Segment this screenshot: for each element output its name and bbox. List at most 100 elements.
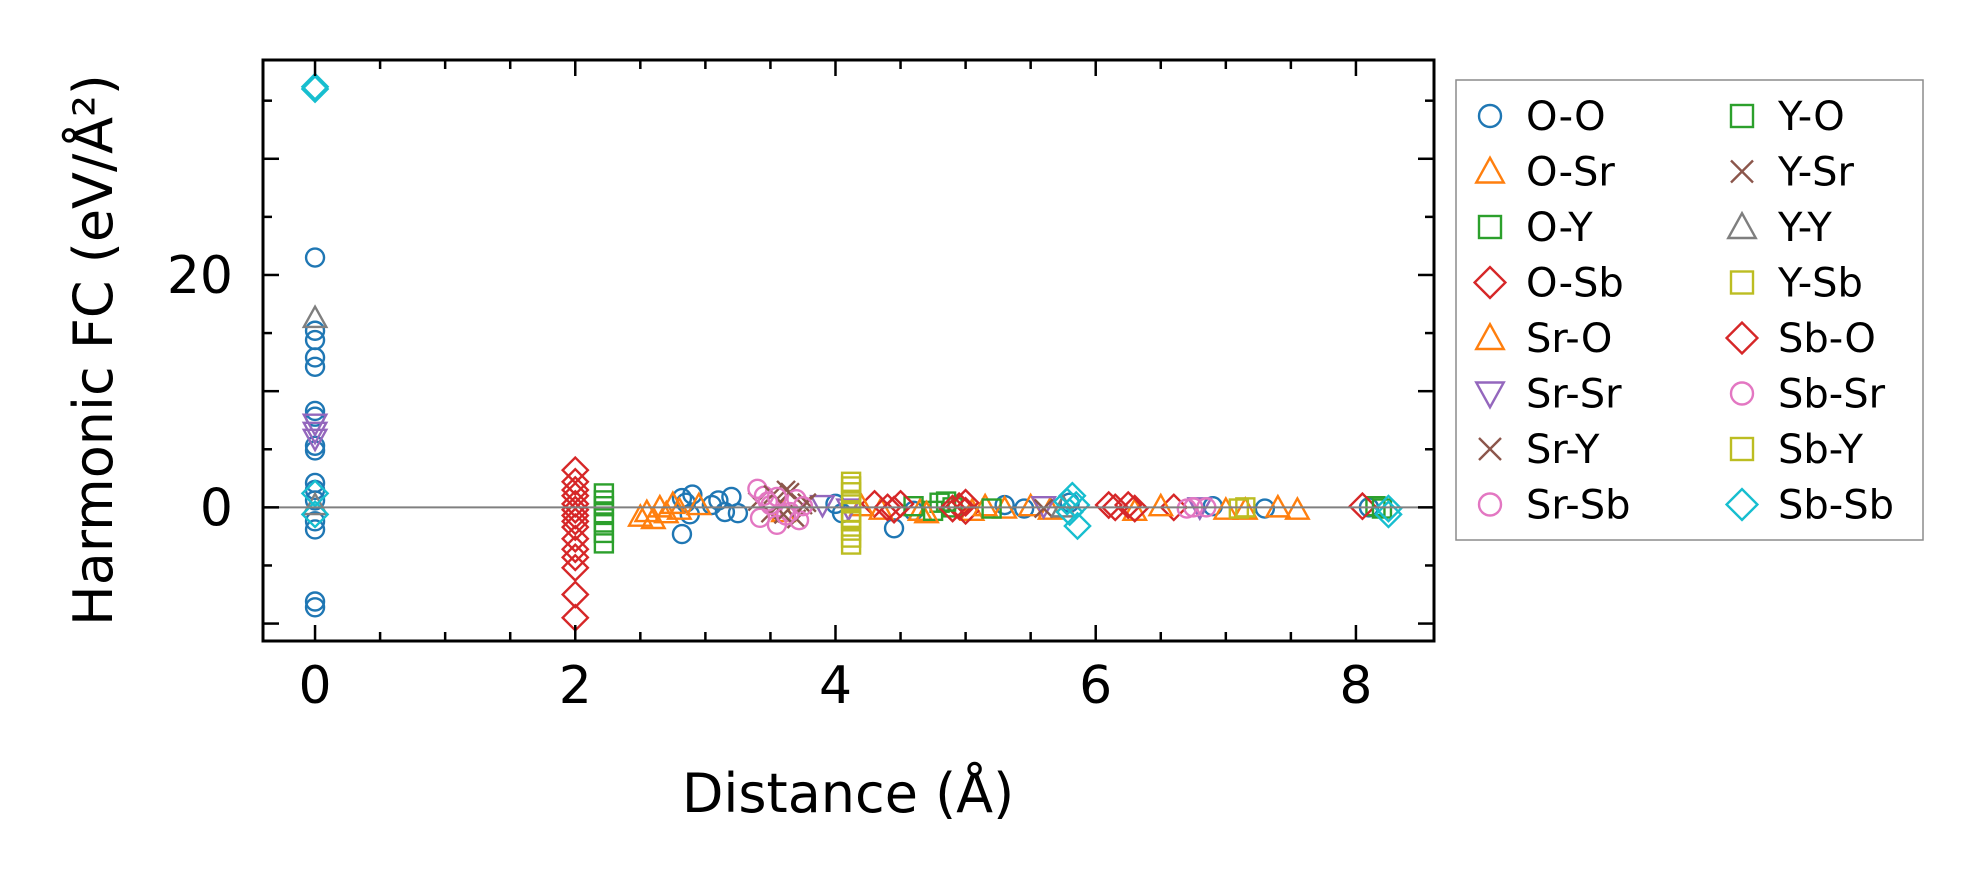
data-point-o-o bbox=[304, 356, 326, 377]
data-point-o-sb bbox=[879, 495, 909, 524]
x-axis-label: Distance (Å) bbox=[682, 761, 1014, 825]
data-point-o-sb bbox=[560, 512, 590, 542]
data-point-sb-sr bbox=[766, 486, 788, 508]
x-tick-label: 6 bbox=[1079, 656, 1112, 716]
legend-label: Sb-Y bbox=[1778, 427, 1863, 473]
legend-marker-o-sb bbox=[1472, 265, 1508, 300]
data-point-o-sb bbox=[560, 524, 590, 554]
legend-item: Sb-Y bbox=[1729, 427, 1863, 473]
legend-item: O-Sr bbox=[1474, 150, 1615, 196]
data-point-o-o bbox=[1013, 498, 1035, 519]
data-point-o-o bbox=[304, 591, 326, 612]
data-point-sb-sb bbox=[300, 72, 330, 102]
legend-item: Sr-Sr bbox=[1474, 372, 1622, 418]
legend-label: Sr-Sr bbox=[1526, 372, 1622, 418]
data-point-sr-sr bbox=[1186, 497, 1214, 522]
data-point-o-o bbox=[304, 597, 326, 618]
axes-frame bbox=[261, 58, 1436, 643]
data-point-o-sb bbox=[560, 489, 590, 519]
data-point-o-o bbox=[304, 519, 326, 540]
data-point-sr-o bbox=[1147, 492, 1175, 517]
data-point-o-sb bbox=[1094, 490, 1124, 520]
data-point-o-sr bbox=[1212, 495, 1240, 520]
legend-item: Sb-Sr bbox=[1729, 372, 1886, 418]
legend-label: O-Sb bbox=[1526, 261, 1624, 307]
data-point-sb-sr bbox=[792, 496, 814, 517]
x-tick-label: 4 bbox=[819, 656, 852, 716]
x-tick-label: 0 bbox=[298, 656, 331, 716]
data-point-o-o bbox=[883, 518, 905, 539]
data-point-o-o bbox=[304, 400, 326, 422]
legend-marker-sr-o bbox=[1474, 321, 1506, 351]
legend-item: Y-Sr bbox=[1730, 150, 1855, 196]
data-point-y-sr bbox=[776, 480, 796, 500]
data-point-sb-sb bbox=[300, 500, 330, 529]
legend-label: Sb-O bbox=[1778, 316, 1876, 362]
data-point-o-sr bbox=[906, 497, 934, 522]
legend-marker-o-sr bbox=[1474, 155, 1506, 184]
x-tick-label: 8 bbox=[1339, 656, 1372, 716]
legend-label: Y-Y bbox=[1777, 205, 1832, 251]
data-point-sb-o bbox=[873, 493, 902, 522]
legend-marker-sr-y bbox=[1478, 437, 1502, 461]
legend-label: O-Sr bbox=[1526, 150, 1615, 196]
data-point-sr-o bbox=[646, 493, 674, 518]
data-point-y-y bbox=[301, 304, 329, 329]
data-point-sr-sr bbox=[301, 421, 329, 446]
data-point-o-sb bbox=[560, 553, 590, 583]
legend-label: Sr-O bbox=[1526, 316, 1612, 362]
data-point-o-o bbox=[304, 347, 326, 368]
data-point-sb-y bbox=[840, 507, 862, 529]
data-point-o-o bbox=[701, 494, 723, 516]
legend-label: Sb-Sr bbox=[1778, 372, 1886, 418]
legend-label: Sr-Y bbox=[1526, 427, 1600, 473]
axis-tick-labels: 0 2 4 6 8 0 20 bbox=[167, 246, 1373, 716]
data-point-sr-sr bbox=[809, 494, 836, 519]
data-point-o-o bbox=[304, 247, 326, 268]
legend-label: Y-Sb bbox=[1777, 261, 1863, 307]
legend-item: Y-O bbox=[1729, 94, 1845, 140]
legend-frame bbox=[1455, 79, 1924, 541]
data-point-sb-o bbox=[560, 543, 590, 572]
data-point-o-sr bbox=[685, 491, 713, 516]
data-point-o-o bbox=[304, 511, 326, 532]
data-point-sb-sb bbox=[1052, 487, 1082, 516]
legend-label: Sb-Sb bbox=[1778, 483, 1894, 529]
data-point-sr-sr bbox=[301, 428, 329, 453]
data-point-o-sb bbox=[560, 467, 590, 497]
data-point-o-o bbox=[671, 523, 693, 545]
legend-label: Y-Sr bbox=[1777, 150, 1855, 196]
data-point-sb-y bbox=[840, 476, 862, 497]
legend-item: Sr-O bbox=[1474, 316, 1612, 362]
data-point-o-y bbox=[593, 512, 615, 533]
legend-marker-y-sb bbox=[1729, 270, 1755, 295]
data-point-o-y bbox=[593, 483, 615, 504]
data-point-sr-sb bbox=[749, 507, 771, 529]
data-point-y-sb bbox=[840, 534, 862, 555]
legend-item: O-O bbox=[1477, 94, 1606, 140]
data-point-o-sr bbox=[659, 490, 687, 515]
legend-marker-sr-sb bbox=[1477, 492, 1503, 517]
data-point-o-sb bbox=[1348, 491, 1377, 521]
legend-item: Sr-Sb bbox=[1477, 483, 1631, 529]
data-point-sb-o bbox=[560, 475, 590, 505]
data-point-o-y bbox=[593, 522, 615, 544]
legend-item: Sb-Sb bbox=[1724, 483, 1894, 529]
legend-marker-y-y bbox=[1726, 210, 1758, 240]
legend: O-O O-Sr O-Y O-Sb Sr-O Sr-Sr Sr-Y Sr-Sb Y-O Y-Sr Y… bbox=[1455, 79, 1924, 541]
data-point-sb-o bbox=[1100, 493, 1130, 522]
legend-marker-sr-sr bbox=[1474, 381, 1506, 410]
data-point-o-sb bbox=[560, 534, 590, 564]
plot-marks bbox=[300, 72, 1403, 633]
data-point-sb-o bbox=[1113, 490, 1143, 520]
data-point-y-sb bbox=[840, 491, 862, 512]
legend-item: Y-Sb bbox=[1729, 261, 1863, 307]
legend-marker-sb-sb bbox=[1724, 487, 1760, 522]
legend-label: Sr-Sb bbox=[1526, 483, 1631, 529]
legend-item: O-Sb bbox=[1472, 261, 1624, 307]
data-point-o-y bbox=[593, 533, 615, 554]
data-point-y-y bbox=[301, 491, 329, 516]
data-point-sb-sb bbox=[300, 74, 330, 104]
y-axis-label: Harmonic FC (eV/Å²) bbox=[61, 74, 125, 626]
